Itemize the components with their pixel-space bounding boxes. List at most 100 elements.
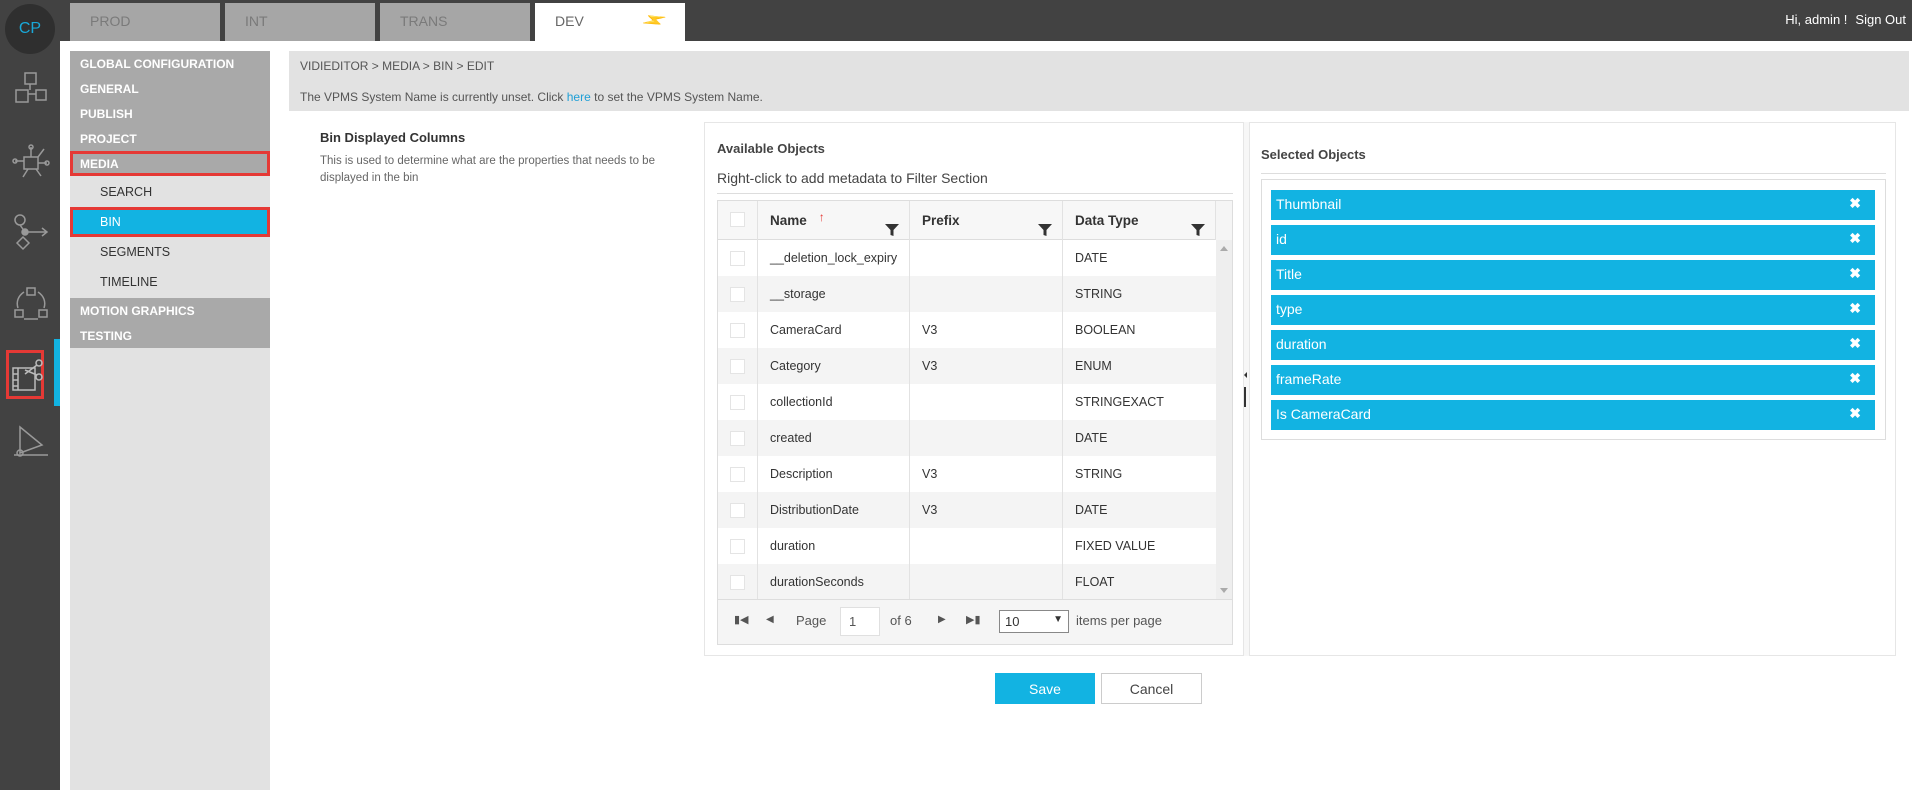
divider [717,193,1233,194]
sign-out-link[interactable]: Sign Out [1855,12,1906,27]
graphics-icon[interactable] [12,423,50,461]
cell-name: durationSeconds [758,564,910,600]
select-all-checkbox[interactable] [730,212,745,227]
selected-item[interactable]: type ✖ [1271,295,1875,325]
menu-item-general[interactable]: GENERAL [70,76,270,101]
tab-dev[interactable]: DEV ⚡ [535,3,685,41]
cell-prefix [910,384,1063,420]
table-row[interactable]: Description V3 STRING [718,456,1216,492]
selected-item[interactable]: Title ✖ [1271,260,1875,290]
last-page-icon[interactable]: ▶▮ [966,614,981,626]
cell-name: __deletion_lock_expiry [758,240,910,276]
icon-rail: CP [0,0,60,790]
checkbox-cell [718,528,758,564]
page-size-select[interactable]: 10 ▼ [999,610,1069,633]
remove-icon[interactable]: ✖ [1849,370,1861,386]
splitter-handle[interactable] [1244,387,1246,407]
column-header-name[interactable]: Name ↑ [758,201,910,240]
menu-subitem-segments[interactable]: SEGMENTS [100,245,171,259]
selected-rail-highlight [6,350,44,399]
row-checkbox[interactable] [730,431,745,446]
row-checkbox[interactable] [730,287,745,302]
workflow-icon[interactable] [12,213,50,251]
table-row[interactable]: Category V3 ENUM [718,348,1216,384]
first-page-icon[interactable]: ▮◀ [734,614,749,626]
cycle-icon[interactable] [12,284,50,322]
selected-item[interactable]: frameRate ✖ [1271,365,1875,395]
selected-item[interactable]: id ✖ [1271,225,1875,255]
selected-item[interactable]: Thumbnail ✖ [1271,190,1875,220]
table-row[interactable]: durationSeconds FLOAT [718,564,1216,600]
menu-item-testing[interactable]: TESTING [70,323,270,348]
column-header-data-type[interactable]: Data Type [1063,201,1216,240]
video-editor-icon[interactable] [9,356,47,394]
tab-label: PROD [90,13,131,29]
row-checkbox[interactable] [730,323,745,338]
menu-subitem-bin[interactable]: BIN [70,207,270,237]
table-row[interactable]: __storage STRING [718,276,1216,312]
row-checkbox[interactable] [730,539,745,554]
selected-item[interactable]: Is CameraCard ✖ [1271,400,1875,430]
row-checkbox[interactable] [730,251,745,266]
cell-prefix [910,276,1063,312]
cell-name: DistributionDate [758,492,910,528]
set-name-link[interactable]: here [566,90,591,104]
remove-icon[interactable]: ✖ [1849,195,1861,211]
menu-item-motion-graphics[interactable]: MOTION GRAPHICS [70,298,270,323]
menu-item-global-configuration[interactable]: GLOBAL CONFIGURATION [70,51,270,76]
page-label: Page [796,613,827,628]
logo[interactable]: CP [5,4,55,54]
row-checkbox[interactable] [730,395,745,410]
cubes-icon[interactable] [12,70,50,108]
row-checkbox[interactable] [730,503,745,518]
tab-prod[interactable]: PROD [70,3,220,41]
cell-prefix [910,528,1063,564]
divider [1261,173,1886,174]
table-row[interactable]: __deletion_lock_expiry DATE [718,240,1216,276]
table-row[interactable]: collectionId STRINGEXACT [718,384,1216,420]
page-input[interactable] [840,607,880,636]
page-size-value: 10 [1005,614,1020,629]
row-checkbox[interactable] [730,359,745,374]
filter-icon[interactable] [1191,213,1205,236]
cancel-button[interactable]: Cancel [1101,673,1202,704]
cell-name: duration [758,528,910,564]
remove-icon[interactable]: ✖ [1849,300,1861,316]
row-checkbox[interactable] [730,575,745,590]
remove-icon[interactable]: ✖ [1849,405,1861,421]
network-icon[interactable] [12,143,50,181]
table-row[interactable]: CameraCard V3 BOOLEAN [718,312,1216,348]
scroll-down-icon[interactable] [1220,588,1228,593]
menu-subitem-search[interactable]: SEARCH [100,185,153,199]
available-objects-panel: Available Objects Right-click to add met… [704,122,1244,656]
menu-item-publish[interactable]: PUBLISH [70,101,270,126]
cell-name: Description [758,456,910,492]
save-button[interactable]: Save [995,673,1095,704]
menu-item-project[interactable]: PROJECT [70,126,270,151]
column-header-prefix[interactable]: Prefix [910,201,1063,240]
next-page-icon[interactable]: ▶ [938,614,946,625]
menu-item-media[interactable]: MEDIA [70,151,270,176]
table-row[interactable]: DistributionDate V3 DATE [718,492,1216,528]
prev-page-icon[interactable]: ◀ [766,614,774,625]
column-label: Prefix [922,213,960,228]
table-row[interactable]: duration FIXED VALUE [718,528,1216,564]
active-indicator [54,339,60,406]
tab-trans[interactable]: TRANS [380,3,530,41]
scroll-up-icon[interactable] [1220,246,1228,251]
tab-int[interactable]: INT [225,3,375,41]
selected-item[interactable]: duration ✖ [1271,330,1875,360]
collapse-arrow-icon[interactable] [1244,372,1247,378]
filter-icon[interactable] [1038,213,1052,236]
splitter[interactable] [1244,122,1249,656]
user-area: Hi, admin ! Sign Out [1777,12,1906,27]
selected-item-label: frameRate [1276,371,1342,387]
remove-icon[interactable]: ✖ [1849,230,1861,246]
row-checkbox[interactable] [730,467,745,482]
menu-subitem-timeline[interactable]: TIMELINE [100,275,158,289]
remove-icon[interactable]: ✖ [1849,265,1861,281]
remove-icon[interactable]: ✖ [1849,335,1861,351]
grid-scrollbar[interactable] [1216,240,1232,599]
table-row[interactable]: created DATE [718,420,1216,456]
filter-icon[interactable] [885,213,899,236]
